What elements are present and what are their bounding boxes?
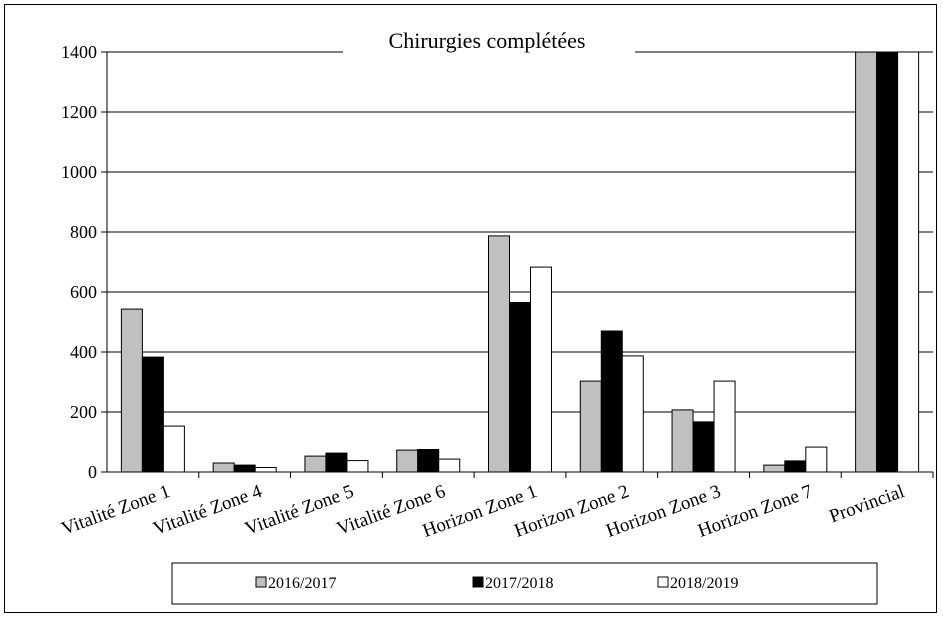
bar-2017/2018 (141, 356, 164, 473)
legend-swatch (472, 576, 484, 588)
bar-2018/2019 (621, 355, 644, 473)
bar-2018/2019 (713, 380, 736, 473)
legend-label: 2017/2018 (485, 575, 553, 592)
bar-2016/2017 (396, 449, 419, 473)
legend-swatch (657, 576, 669, 588)
bar-2016/2017 (488, 235, 510, 473)
bar-2017/2018 (692, 421, 715, 473)
y-tick-label: 600 (70, 282, 97, 302)
bar-2017/2018 (325, 452, 348, 473)
bar-2018/2019 (162, 425, 185, 473)
bar-2016/2017 (120, 308, 143, 473)
bar-2016/2017 (304, 455, 327, 473)
bar-2017/2018 (233, 464, 256, 473)
bar-2016/2017 (579, 380, 602, 473)
bar-2017/2018 (784, 460, 807, 473)
y-tick-label: 800 (70, 222, 97, 242)
legend-swatch (255, 576, 267, 588)
legend-label: 2016/2017 (268, 575, 336, 592)
y-tick-label: 1000 (61, 162, 97, 182)
bar-chart: 0 200 400 600 800 1000 1200 1400 Vitalité Zone … (59, 27, 934, 605)
bar-2018/2019 (346, 460, 369, 473)
axes (106, 52, 934, 478)
bar-2016/2017 (671, 409, 694, 473)
legend-label: 2018/2019 (670, 575, 738, 592)
bars (120, 51, 920, 473)
chart-title: Chirurgies complétées (389, 28, 586, 53)
bar-2018/2019 (254, 467, 277, 473)
chart-frame: 0 200 400 600 800 1000 1200 1400 Vitalité Zone … (4, 4, 937, 613)
bar-2018/2019 (438, 458, 461, 473)
legend: 2016/2017 2017/2018 2018/2019 (171, 562, 878, 605)
y-tick-label: 0 (88, 462, 97, 482)
y-tick-label: 200 (70, 402, 97, 422)
bar-2017/2018 (876, 51, 899, 473)
y-tick-label: 1400 (61, 42, 97, 62)
bar-2016/2017 (212, 462, 235, 473)
y-tick-label: 1200 (61, 102, 97, 122)
bar-2018/2019 (805, 446, 828, 473)
bar-2018/2019 (530, 266, 552, 473)
bar-2017/2018 (509, 302, 531, 473)
bar-2018/2019 (897, 51, 920, 473)
bar-2016/2017 (763, 464, 786, 473)
legend-box (171, 562, 878, 605)
y-tick-label: 400 (70, 342, 97, 362)
bar-2017/2018 (417, 449, 440, 473)
category-label: Provincial (827, 481, 908, 527)
y-tick-labels: 0 200 400 600 800 1000 1200 1400 (61, 42, 97, 482)
title-backdrop (343, 27, 635, 53)
bar-2016/2017 (855, 51, 878, 473)
bar-2017/2018 (600, 330, 623, 473)
